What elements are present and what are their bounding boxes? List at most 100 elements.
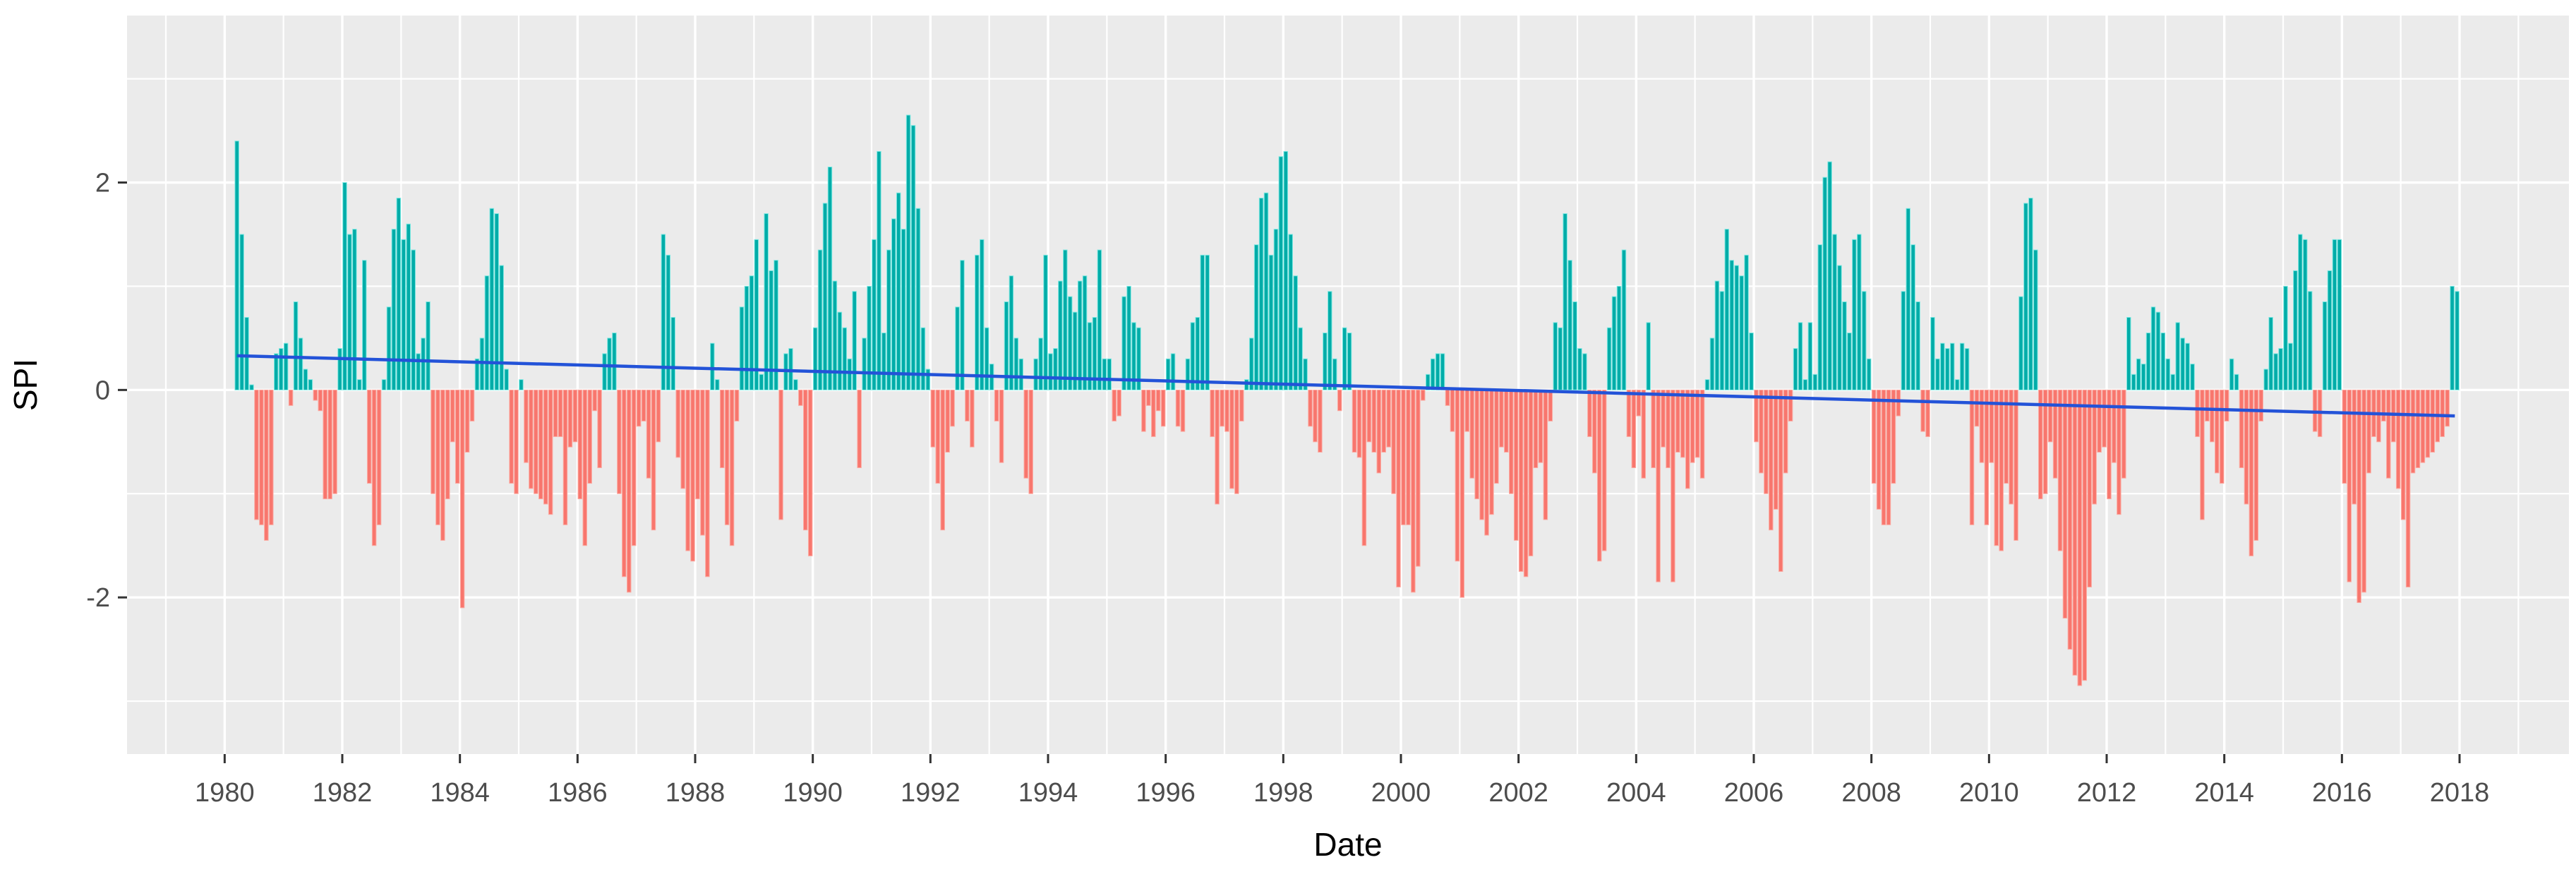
spi-bar-positive (2136, 358, 2141, 390)
spi-bar-positive (283, 342, 289, 390)
spi-bar-positive (2283, 285, 2288, 390)
spi-bar-positive (739, 306, 745, 390)
spi-bar-positive (925, 369, 931, 390)
spi-bar-positive (474, 358, 480, 390)
spi-bar-negative (1587, 389, 1592, 437)
spi-bar-positive (479, 337, 485, 390)
spi-bar-positive (357, 379, 362, 390)
spi-bar-positive (1950, 342, 1955, 390)
spi-bar-positive (2126, 317, 2131, 390)
spi-bar-positive (1812, 373, 1818, 390)
spi-bar-positive (1729, 260, 1734, 390)
spi-bar-positive (1053, 348, 1058, 390)
x-tick-label: 2010 (1959, 778, 2019, 808)
spi-bar-positive (1170, 353, 1176, 390)
spi-bar-negative (1504, 389, 1509, 453)
spi-bar-positive (1616, 285, 1622, 390)
spi-bar-positive (1827, 161, 1832, 390)
spi-bar-negative (2445, 389, 2450, 427)
spi-bar-positive (764, 213, 769, 390)
spi-bar-negative (259, 389, 264, 525)
spi-bar-negative (1523, 389, 1529, 578)
spi-bar-positive (1102, 358, 1107, 390)
x-tick-label: 1982 (313, 778, 373, 808)
spi-bar-negative (2391, 389, 2396, 443)
spi-bar-positive (759, 373, 764, 390)
spi-bar-positive (1205, 254, 1210, 390)
spi-bar-positive (2337, 239, 2342, 390)
spi-bar-positive (2327, 270, 2333, 390)
spi-bar-positive (1837, 265, 1842, 390)
spi-bar-negative (2112, 389, 2117, 463)
spi-bar-negative (592, 389, 597, 412)
spi-bar-negative (1210, 389, 1215, 437)
spi-bar-negative (2258, 389, 2263, 421)
spi-bar-negative (538, 389, 543, 500)
spi-bar-negative (1479, 389, 1484, 520)
spi-bar-negative (2400, 389, 2406, 520)
spi-bar-negative (680, 389, 685, 489)
spi-bar-positive (793, 379, 798, 390)
spi-bar-positive (337, 348, 342, 390)
spi-bar-positive (1332, 358, 1337, 390)
spi-bar-negative (1651, 389, 1656, 469)
spi-bar-negative (1356, 389, 1362, 458)
spi-bar-positive (2185, 342, 2190, 390)
spi-bar-positive (1087, 322, 1093, 390)
spi-bar-positive (1430, 358, 1436, 390)
spi-bar-positive (1802, 379, 1808, 390)
spi-bar-negative (1509, 389, 1514, 494)
spi-bar-positive (1940, 342, 1945, 390)
spi-bar-positive (1347, 333, 1352, 390)
spi-bar-negative (940, 389, 945, 531)
spi-bar-negative (695, 389, 700, 500)
spi-bar-positive (1807, 322, 1813, 390)
spi-bar-positive (1915, 301, 1920, 390)
spi-bar-positive (1013, 337, 1019, 390)
spi-bar-positive (867, 285, 872, 390)
spi-bar-negative (950, 389, 955, 427)
spi-bar-positive (1126, 285, 1131, 390)
spi-bar-negative (685, 389, 690, 551)
spi-bar-negative (431, 389, 435, 494)
spi-bar-positive (1862, 291, 1867, 390)
spi-bar-negative (572, 389, 578, 443)
spi-bar-positive (1244, 379, 1249, 390)
spi-bar-negative (1239, 389, 1244, 421)
spi-bar-positive (1739, 275, 1744, 390)
spi-bar-positive (910, 125, 916, 390)
spi-bar-positive (1258, 198, 1264, 390)
spi-bar-negative (622, 389, 627, 578)
spi-bar-negative (1366, 389, 1372, 443)
spi-bar-negative (371, 389, 377, 546)
spi-bar-positive (827, 166, 833, 390)
spi-bar-positive (602, 353, 607, 390)
spi-bar-positive (1018, 358, 1024, 390)
spi-bar-positive (960, 260, 965, 390)
spi-bar-negative (994, 389, 999, 421)
spi-bar-positive (1425, 373, 1431, 390)
spi-bar-positive (891, 218, 896, 390)
spi-bar-positive (842, 327, 848, 390)
spi-bar-negative (729, 389, 735, 546)
spi-bar-positive (2131, 373, 2136, 390)
spi-bar-positive (1440, 353, 1445, 390)
spi-bar-negative (2224, 389, 2229, 421)
spi-bar-positive (1121, 296, 1126, 390)
spi-bar-positive (416, 353, 421, 390)
spi-bar-positive (1195, 317, 1200, 390)
spi-bar-positive (1303, 358, 1308, 390)
y-tick-label: 0 (95, 376, 110, 405)
spi-bar-negative (2087, 389, 2092, 587)
x-tick-label: 2016 (2312, 778, 2372, 808)
spi-bar-negative (323, 389, 327, 500)
spi-bar-positive (2303, 239, 2308, 390)
spi-bar-negative (2042, 389, 2048, 494)
spi-bar-positive (984, 327, 989, 390)
spi-bar-positive (1248, 337, 1254, 390)
spi-bar-positive (837, 311, 843, 390)
spi-bar-positive (2033, 249, 2038, 390)
spi-bar-negative (2395, 389, 2401, 489)
spi-bar-negative (1774, 389, 1778, 510)
spi-bar-negative (1361, 389, 1367, 546)
